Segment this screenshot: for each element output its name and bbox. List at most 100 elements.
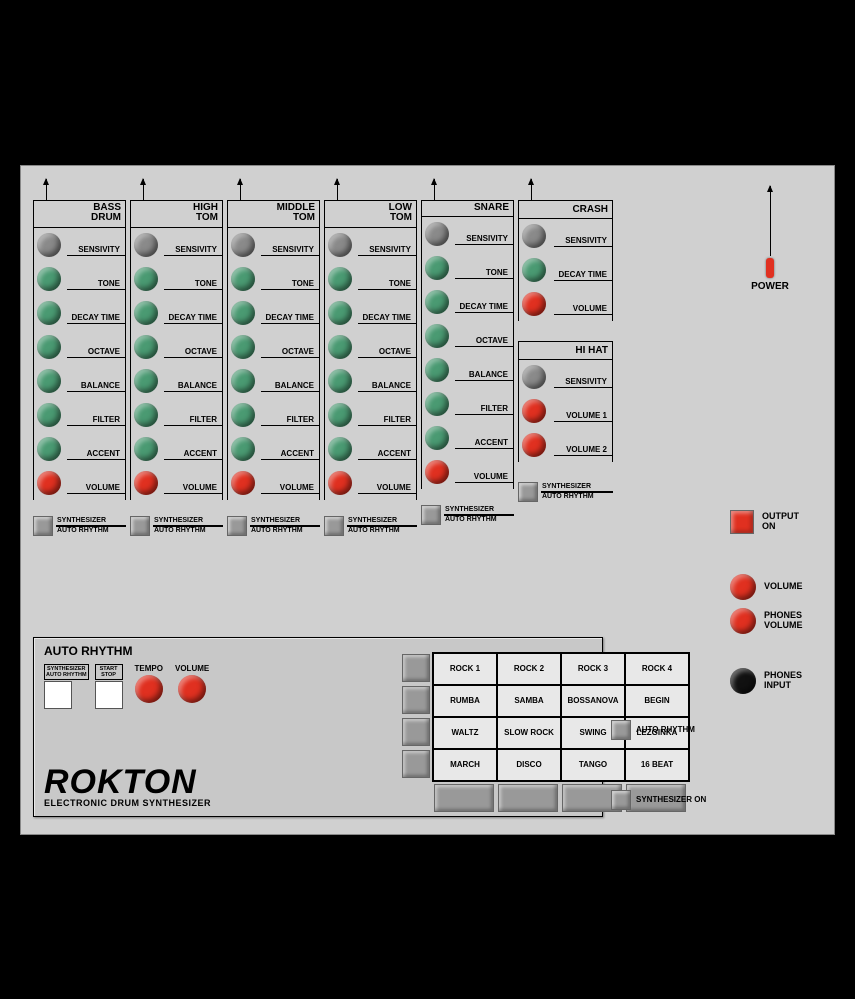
rhythm-pattern-cell[interactable]: SLOW ROCK — [497, 717, 561, 749]
tempo-knob[interactable] — [135, 675, 163, 703]
rhythm-pattern-cell[interactable]: WALTZ — [433, 717, 497, 749]
switch-top-label: SYNTHESIZER — [541, 483, 613, 492]
filter-knob[interactable] — [231, 403, 255, 427]
volume-knob[interactable] — [231, 471, 255, 495]
octave-knob[interactable] — [425, 324, 449, 348]
phones-input-jack[interactable] — [730, 668, 756, 694]
channel-mode-switch[interactable] — [33, 516, 53, 536]
knob-label: VOLUME 1 — [566, 411, 609, 428]
tone-knob[interactable] — [231, 267, 255, 291]
power-label: POWER — [720, 281, 820, 292]
sensivity-knob[interactable] — [37, 233, 61, 257]
rhythm-pattern-cell[interactable]: DISCO — [497, 749, 561, 781]
sensivity-knob[interactable] — [522, 224, 546, 248]
knob-label: VOLUME — [573, 304, 609, 321]
filter-knob[interactable] — [328, 403, 352, 427]
filter-knob[interactable] — [425, 392, 449, 416]
accent-knob[interactable] — [328, 437, 352, 461]
volume-knob[interactable] — [425, 460, 449, 484]
knob-label: FILTER — [384, 415, 413, 432]
filter-knob[interactable] — [134, 403, 158, 427]
phones-volume-knob[interactable] — [730, 608, 756, 634]
balance-knob[interactable] — [134, 369, 158, 393]
sensivity-knob[interactable] — [231, 233, 255, 257]
volume-knob[interactable] — [134, 471, 158, 495]
extra-auto-rhythm-switch[interactable] — [611, 720, 631, 740]
rhythm-row-select-button[interactable] — [402, 686, 430, 714]
sensivity-knob[interactable] — [328, 233, 352, 257]
rhythm-pattern-cell[interactable]: ROCK 1 — [433, 653, 497, 685]
accent-knob[interactable] — [134, 437, 158, 461]
knob-label: BALANCE — [81, 381, 122, 398]
knob-label: SENSIVITY — [78, 245, 122, 262]
channel-title: HIGH TOM — [131, 201, 222, 228]
rhythm-col-select-button[interactable] — [498, 784, 558, 812]
rhythm-row-select-button[interactable] — [402, 750, 430, 778]
knob-label: SENSIVITY — [565, 377, 609, 394]
decay-time-knob[interactable] — [522, 258, 546, 282]
rhythm-pattern-cell[interactable]: ROCK 3 — [561, 653, 625, 685]
balance-knob[interactable] — [231, 369, 255, 393]
knob-label: TONE — [195, 279, 219, 296]
ar-volume-knob[interactable] — [178, 675, 206, 703]
filter-knob[interactable] — [37, 403, 61, 427]
channel-title: BASS DRUM — [34, 201, 125, 228]
channel-strip: BASS DRUM SENSIVITY TONE DECAY TIME OCTA… — [33, 200, 126, 536]
knob-label: SENSIVITY — [369, 245, 413, 262]
volume-knob[interactable] — [522, 292, 546, 316]
decay-time-knob[interactable] — [425, 290, 449, 314]
lower-section: AUTO RHYTHM SYNTHESIZER AUTO RHYTHM STAR… — [33, 637, 704, 822]
volume-2-knob[interactable] — [522, 433, 546, 457]
rhythm-pattern-cell[interactable]: SAMBA — [497, 685, 561, 717]
volume-knob[interactable] — [37, 471, 61, 495]
rhythm-pattern-cell[interactable]: ROCK 4 — [625, 653, 689, 685]
balance-knob[interactable] — [37, 369, 61, 393]
synth-ar-button[interactable] — [44, 681, 72, 709]
rhythm-row-select-button[interactable] — [402, 718, 430, 746]
accent-knob[interactable] — [425, 426, 449, 450]
octave-knob[interactable] — [134, 335, 158, 359]
output-on-switch[interactable] — [730, 510, 754, 534]
decay-time-knob[interactable] — [328, 301, 352, 325]
knob-label: TONE — [486, 268, 510, 285]
synthesizer-on-switch[interactable] — [611, 790, 631, 810]
tone-knob[interactable] — [425, 256, 449, 280]
volume-1-knob[interactable] — [522, 399, 546, 423]
master-volume-knob[interactable] — [730, 574, 756, 600]
knob-label: ACCENT — [184, 449, 219, 466]
tone-knob[interactable] — [134, 267, 158, 291]
volume-knob[interactable] — [328, 471, 352, 495]
decay-time-knob[interactable] — [134, 301, 158, 325]
channel-mode-switch[interactable] — [324, 516, 344, 536]
decay-time-knob[interactable] — [231, 301, 255, 325]
sensivity-knob[interactable] — [134, 233, 158, 257]
rhythm-col-select-button[interactable] — [434, 784, 494, 812]
rhythm-row-select-button[interactable] — [402, 654, 430, 682]
channel-mode-switch[interactable] — [421, 505, 441, 525]
channel-mode-switch[interactable] — [130, 516, 150, 536]
brand-subtitle: ELECTRONIC DRUM SYNTHESIZER — [44, 798, 211, 808]
octave-knob[interactable] — [328, 335, 352, 359]
start-stop-button[interactable] — [95, 681, 123, 709]
tone-knob[interactable] — [328, 267, 352, 291]
accent-knob[interactable] — [37, 437, 61, 461]
sensivity-knob[interactable] — [522, 365, 546, 389]
tone-knob[interactable] — [37, 267, 61, 291]
sensivity-knob[interactable] — [425, 222, 449, 246]
synth-panel: BASS DRUM SENSIVITY TONE DECAY TIME OCTA… — [20, 165, 835, 835]
decay-time-knob[interactable] — [37, 301, 61, 325]
accent-knob[interactable] — [231, 437, 255, 461]
channel-arrow — [531, 179, 532, 201]
rhythm-pattern-cell[interactable]: ROCK 2 — [497, 653, 561, 685]
knob-label: DECAY TIME — [266, 313, 316, 330]
balance-knob[interactable] — [425, 358, 449, 382]
rhythm-pattern-cell[interactable]: MARCH — [433, 749, 497, 781]
ar-volume-label: VOLUME — [175, 664, 209, 673]
channel-mode-switch[interactable] — [518, 482, 538, 502]
octave-knob[interactable] — [231, 335, 255, 359]
rhythm-pattern-cell[interactable]: RUMBA — [433, 685, 497, 717]
channel-mode-switch[interactable] — [227, 516, 247, 536]
right-column: POWER OUTPUT ON VOLUME PHONES VOLUME PHO… — [720, 186, 820, 702]
octave-knob[interactable] — [37, 335, 61, 359]
balance-knob[interactable] — [328, 369, 352, 393]
